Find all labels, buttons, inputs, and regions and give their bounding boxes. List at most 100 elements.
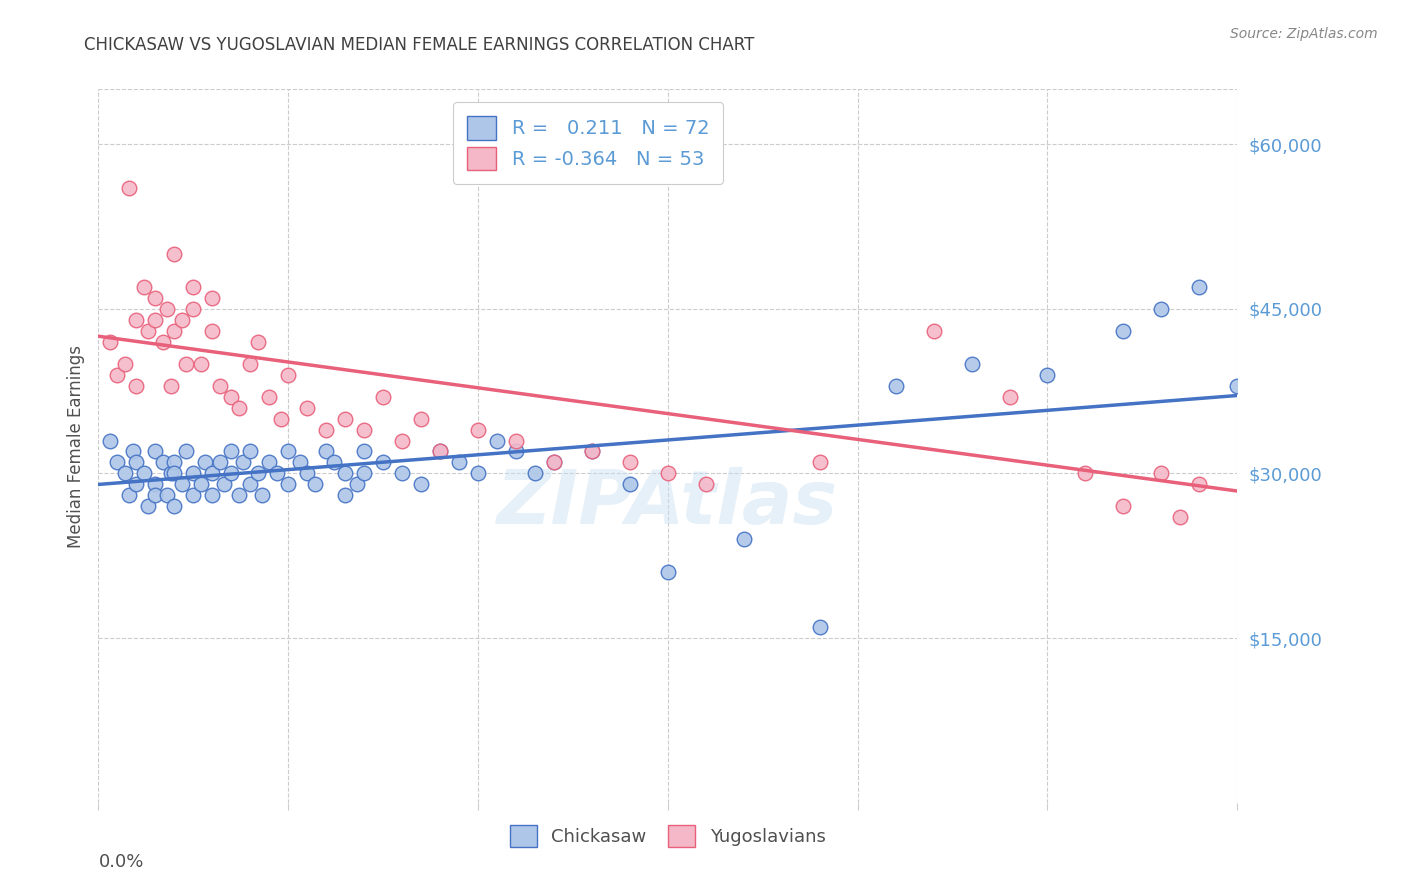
Point: [429, 444, 451, 458]
Point: [1112, 500, 1135, 514]
Text: CHICKASAW VS YUGOSLAVIAN MEDIAN FEMALE EARNINGS CORRELATION CHART: CHICKASAW VS YUGOSLAVIAN MEDIAN FEMALE E…: [84, 36, 755, 54]
Point: [132, 280, 155, 294]
Point: [297, 401, 319, 415]
Y-axis label: Median Female Earnings: Median Female Earnings: [66, 344, 84, 548]
Point: [581, 444, 603, 458]
Point: [391, 434, 413, 448]
Point: [411, 411, 433, 425]
Point: [524, 467, 547, 481]
Point: [246, 334, 269, 349]
Point: [277, 444, 299, 458]
Point: [371, 390, 394, 404]
Point: [486, 434, 509, 448]
Point: [1074, 467, 1097, 481]
Point: [733, 533, 755, 547]
Point: [221, 467, 243, 481]
Point: [190, 357, 212, 371]
Point: [808, 620, 831, 634]
Point: [505, 434, 527, 448]
Point: [335, 488, 357, 502]
Point: [145, 488, 167, 502]
Point: [619, 477, 641, 491]
Point: [1150, 301, 1173, 316]
Point: [159, 378, 181, 392]
Point: [1188, 477, 1211, 491]
Point: [212, 477, 235, 491]
Point: [183, 280, 205, 294]
Point: [98, 434, 121, 448]
Point: [125, 455, 148, 469]
Point: [136, 500, 159, 514]
Point: [107, 368, 129, 382]
Point: [107, 455, 129, 469]
Text: 0.0%: 0.0%: [98, 853, 143, 871]
Point: [208, 455, 231, 469]
Point: [1112, 324, 1135, 338]
Point: [250, 488, 273, 502]
Point: [277, 477, 299, 491]
Point: [998, 390, 1021, 404]
Point: [353, 423, 375, 437]
Point: [228, 488, 250, 502]
Point: [132, 467, 155, 481]
Point: [259, 390, 281, 404]
Point: [239, 357, 262, 371]
Point: [353, 444, 375, 458]
Point: [657, 467, 679, 481]
Point: [297, 467, 319, 481]
Point: [695, 477, 717, 491]
Point: [114, 467, 136, 481]
Point: [145, 477, 167, 491]
Point: [315, 423, 337, 437]
Point: [270, 411, 292, 425]
Point: [960, 357, 983, 371]
Point: [884, 378, 907, 392]
Point: [125, 378, 148, 392]
Point: [221, 390, 243, 404]
Point: [411, 477, 433, 491]
Point: [449, 455, 471, 469]
Point: [98, 334, 121, 349]
Point: [118, 181, 141, 195]
Point: [145, 312, 167, 326]
Point: [335, 467, 357, 481]
Point: [266, 467, 288, 481]
Point: [201, 291, 224, 305]
Point: [232, 455, 254, 469]
Point: [1226, 378, 1249, 392]
Point: [163, 324, 186, 338]
Point: [125, 312, 148, 326]
Point: [201, 467, 224, 481]
Point: [136, 324, 159, 338]
Point: [429, 444, 451, 458]
Point: [170, 312, 193, 326]
Point: [156, 488, 179, 502]
Point: [467, 467, 489, 481]
Point: [335, 411, 357, 425]
Point: [1188, 280, 1211, 294]
Point: [467, 423, 489, 437]
Point: [239, 444, 262, 458]
Point: [657, 566, 679, 580]
Point: [163, 247, 186, 261]
Point: [288, 455, 311, 469]
Point: [145, 291, 167, 305]
Point: [391, 467, 413, 481]
Point: [246, 467, 269, 481]
Point: [118, 488, 141, 502]
Point: [581, 444, 603, 458]
Point: [1150, 467, 1173, 481]
Point: [174, 357, 197, 371]
Point: [152, 334, 174, 349]
Point: [183, 301, 205, 316]
Point: [163, 500, 186, 514]
Point: [174, 444, 197, 458]
Text: ZIPAtlas: ZIPAtlas: [498, 467, 838, 540]
Point: [125, 477, 148, 491]
Point: [121, 444, 143, 458]
Point: [145, 444, 167, 458]
Point: [346, 477, 368, 491]
Point: [505, 444, 527, 458]
Point: [194, 455, 217, 469]
Point: [114, 357, 136, 371]
